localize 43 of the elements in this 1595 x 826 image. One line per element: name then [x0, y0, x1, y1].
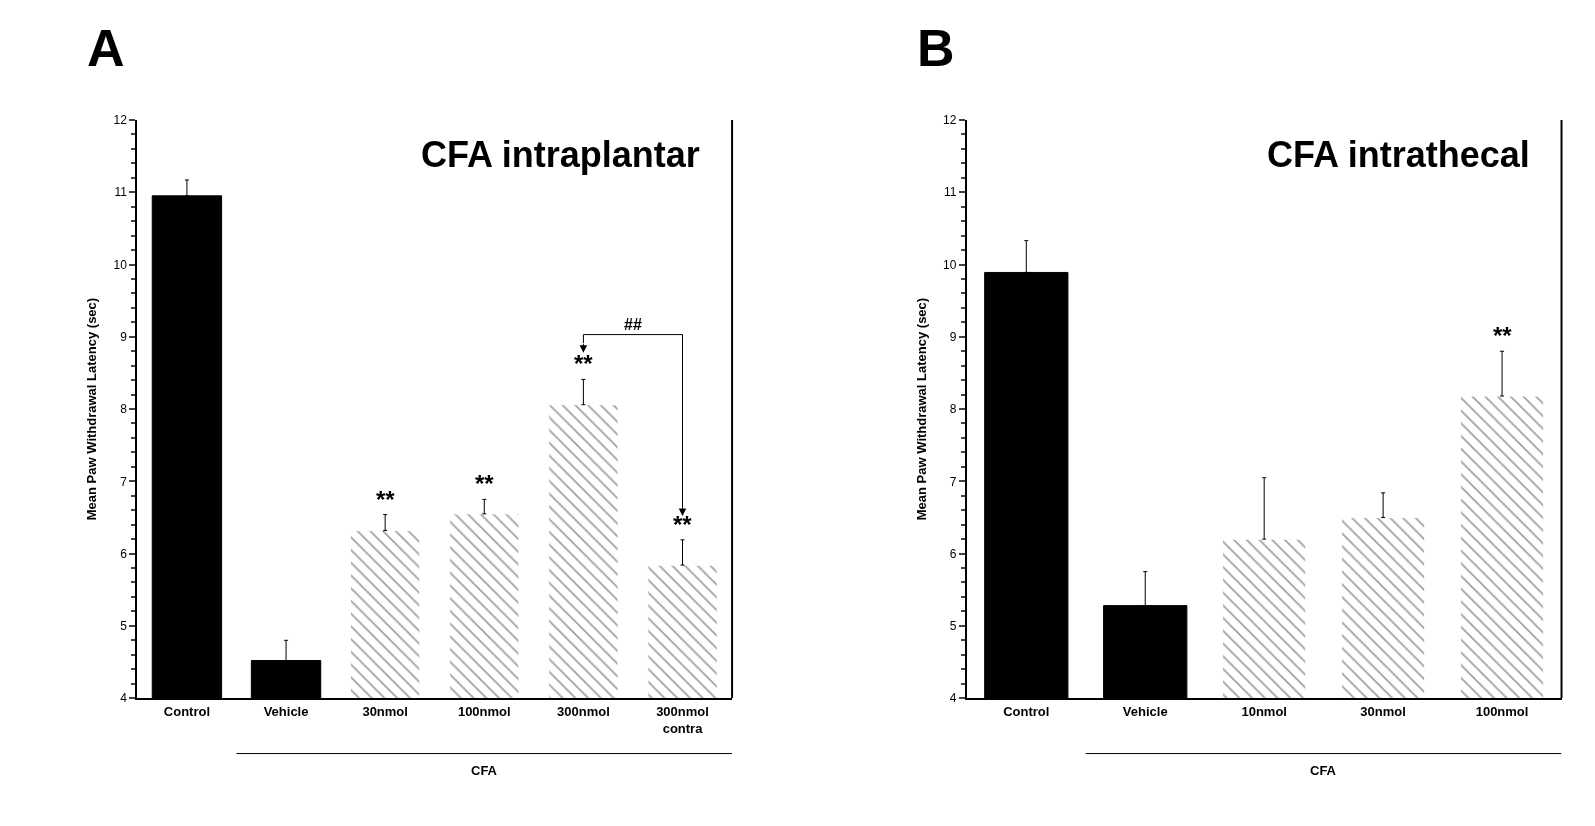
x-tick-label: Vehicle [263, 703, 309, 719]
y-tick-label: 8 [949, 402, 957, 417]
y-tick-label: 7 [120, 474, 128, 489]
y-tick-label: 5 [949, 619, 957, 634]
x-tick-label: Control [163, 703, 211, 719]
annotation: ** [574, 350, 594, 377]
y-tick-label: 4 [120, 691, 128, 706]
x-tick-label: Control [1003, 703, 1050, 719]
y-tick-label: 9 [949, 329, 957, 344]
x-tick-label: 30nmol [362, 703, 408, 719]
y-tick-label: 6 [949, 546, 957, 561]
x-tick-label: 10nmol [1241, 703, 1287, 719]
y-tick-label: 6 [120, 546, 128, 561]
annotation: ** [1493, 322, 1513, 349]
y-tick-label: 11 [114, 185, 128, 200]
y-tick-label: 10 [943, 257, 957, 272]
y-tick-label: 7 [949, 474, 957, 489]
y-tick-label: 12 [943, 113, 957, 128]
y-tick-label: 11 [943, 185, 957, 200]
y-tick-label: 4 [949, 691, 957, 706]
x-tick-label: 100nmol [1475, 703, 1529, 719]
y-tick-label: 5 [120, 619, 128, 634]
text: B [917, 19, 955, 77]
y-tick-label: 10 [113, 257, 128, 272]
text: A [87, 19, 125, 77]
chart-title: CFA intrathecal [1267, 134, 1530, 175]
x-tick-label: Vehicle [1122, 703, 1168, 719]
x-tick-label: 300nmol contra [656, 703, 709, 736]
chart-title: CFA intraplantar [421, 134, 700, 175]
y-axis-title: Mean Paw Withdrawal Latency (sec) [84, 297, 100, 521]
y-tick-label: 8 [120, 402, 128, 417]
x-tick-label: 300nmol [557, 703, 610, 719]
x-axis-title: CFA [1310, 763, 1337, 778]
annotation: ** [673, 511, 693, 538]
y-axis-title: Mean Paw Withdrawal Latency (sec) [913, 297, 929, 521]
y-tick-label: 12 [113, 113, 128, 128]
annotation: ** [475, 470, 495, 497]
x-axis-title: CFA [471, 763, 498, 778]
x-tick-label: 30nmol [1360, 703, 1406, 719]
x-tick-label: 100nmol [457, 703, 511, 719]
annotation: ## [624, 316, 642, 333]
annotation: ** [376, 486, 396, 513]
y-tick-label: 9 [120, 329, 128, 344]
